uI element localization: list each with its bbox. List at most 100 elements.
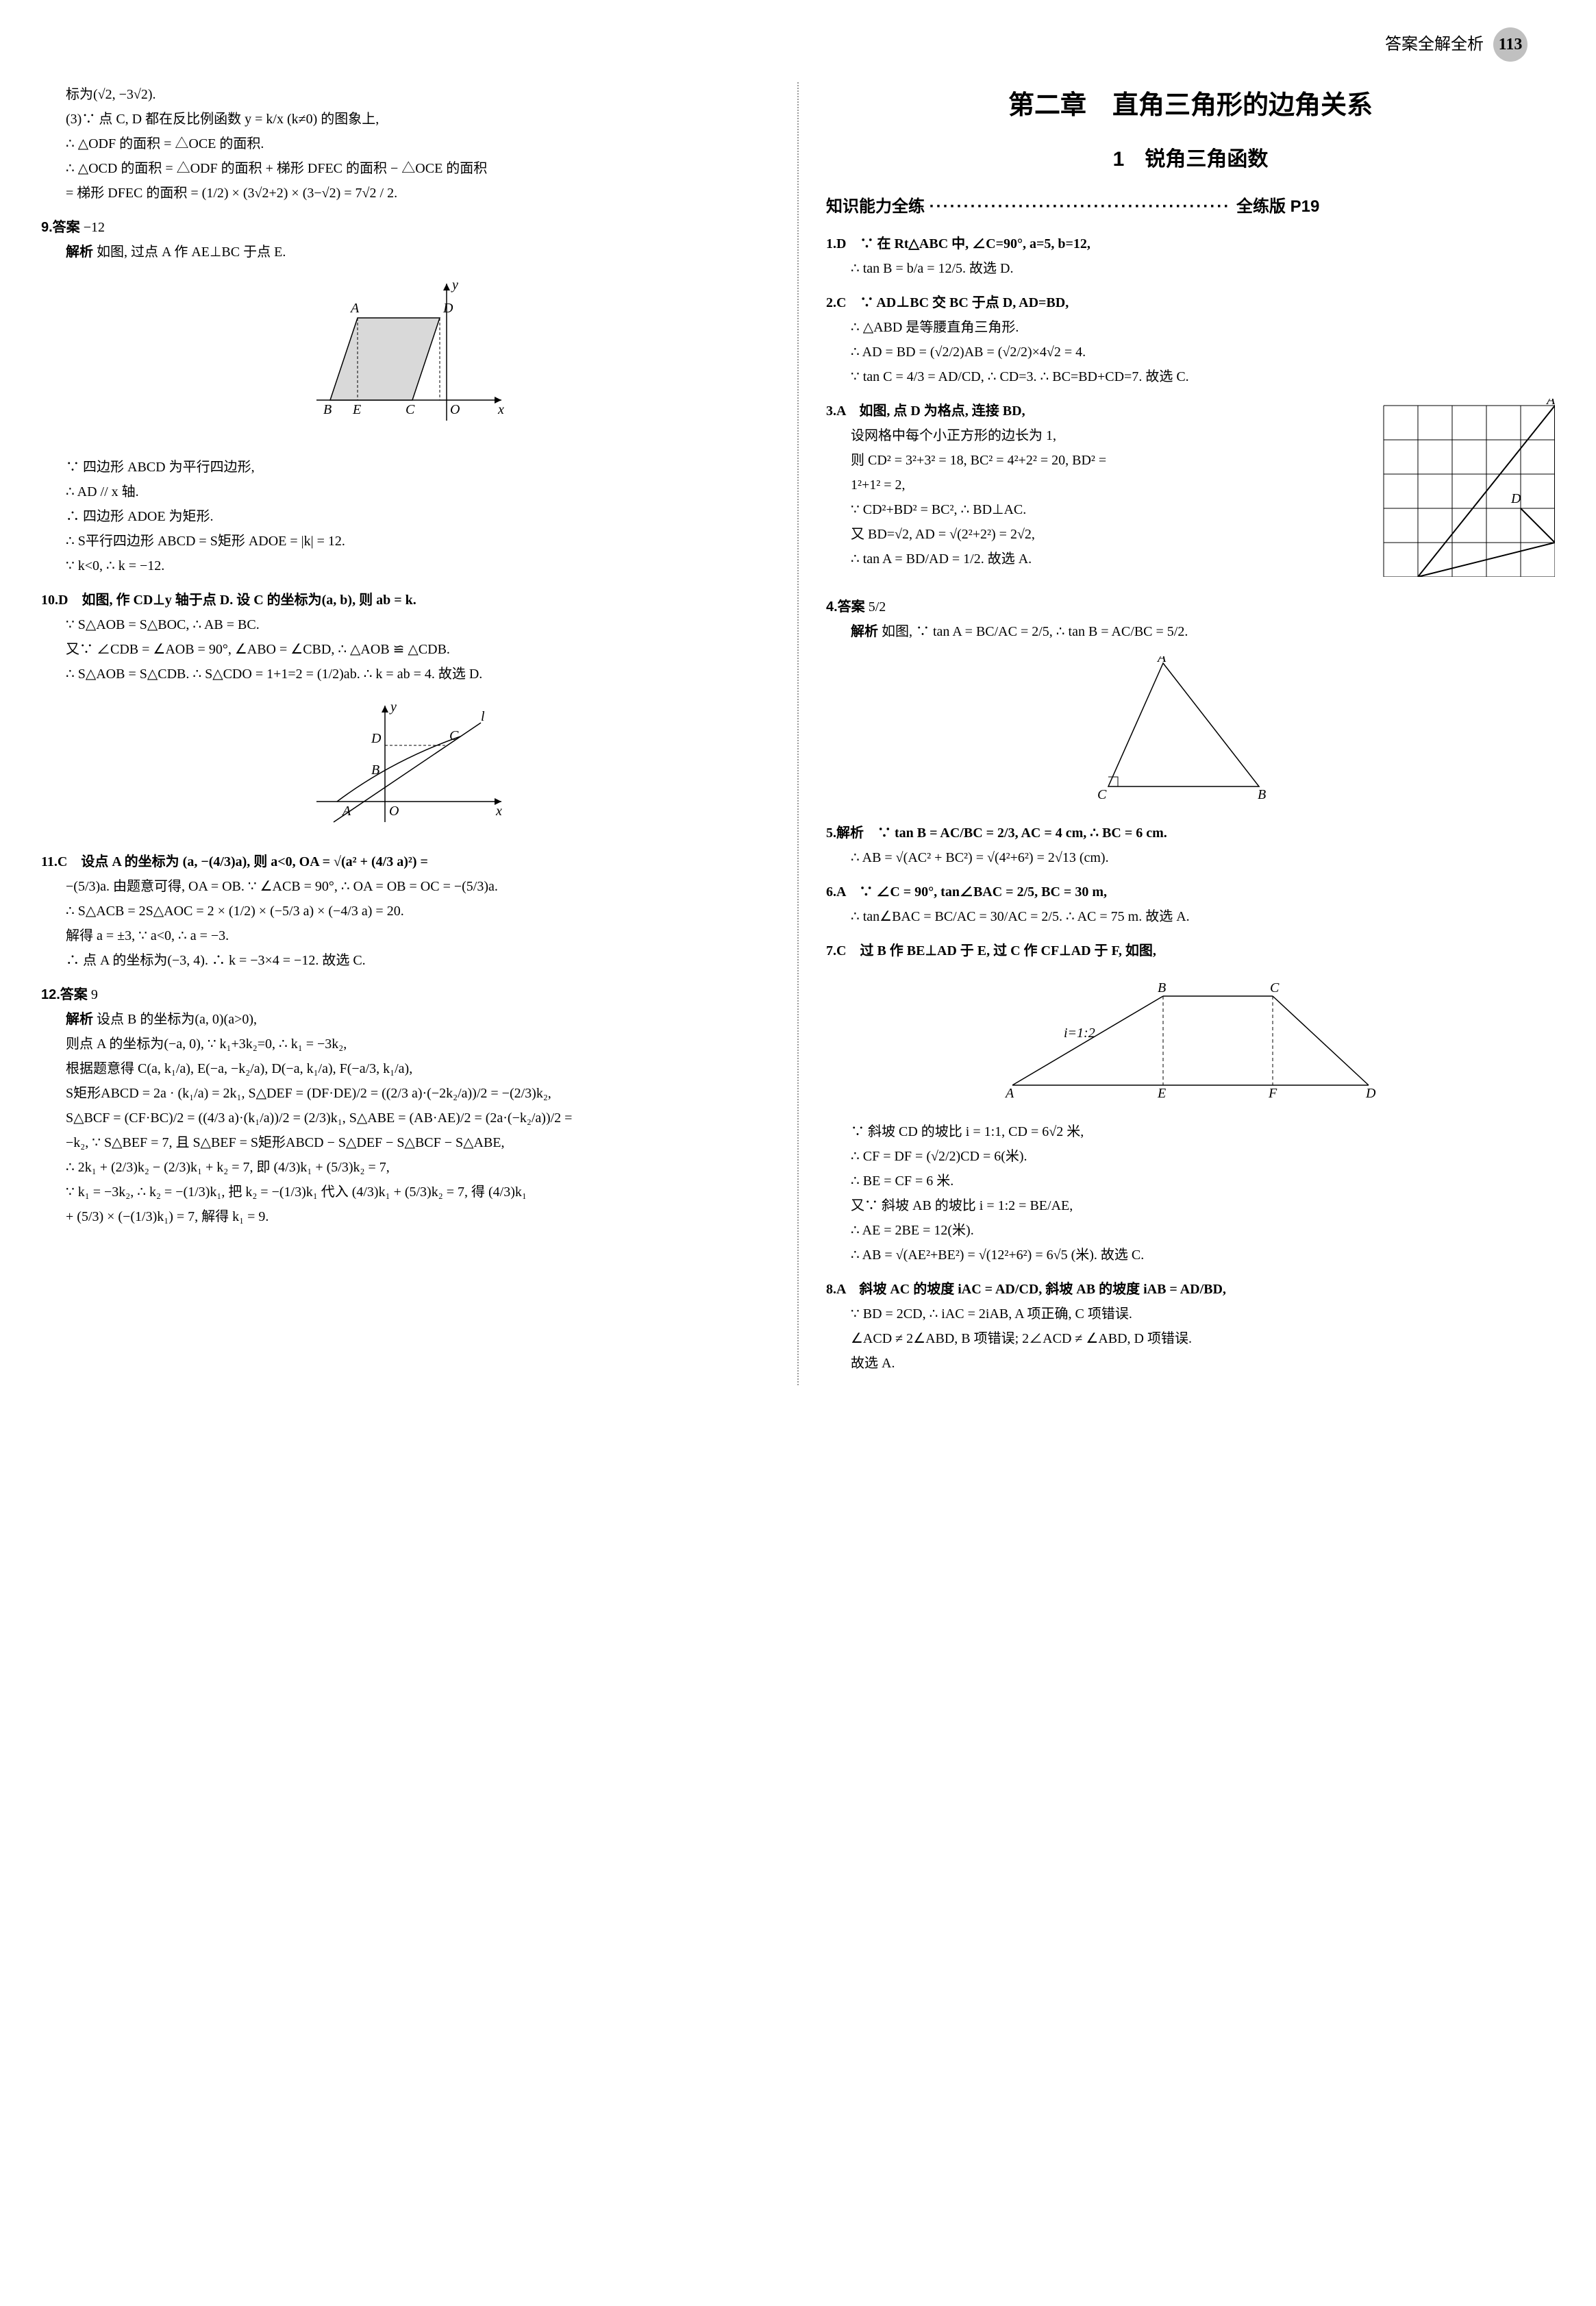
- svg-text:E: E: [1157, 1086, 1166, 1099]
- svg-text:C: C: [449, 728, 459, 743]
- svg-text:y: y: [451, 277, 458, 293]
- section-title: 1 锐角三角函数: [826, 141, 1555, 178]
- problem-head: 8.A 斜坡 AC 的坡度 iAC = AD/CD, 斜坡 AB 的坡度 iAB…: [826, 1282, 1226, 1297]
- problem-number: 4.答案: [826, 599, 865, 615]
- svg-text:D: D: [1510, 491, 1521, 506]
- text-line: ∠ACD ≠ 2∠ABD, B 项错误; 2∠ACD ≠ ∠ABD, D 项错误…: [851, 1326, 1555, 1351]
- text-line: ∴ S△AOB = S△CDB. ∴ S△CDO = 1+1=2 = (1/2)…: [66, 662, 770, 686]
- right-triangle-figure-svg: A C B: [1081, 656, 1300, 800]
- text-line: ∴ △OCD 的面积 = △ODF 的面积 + 梯形 DFEC 的面积 − △O…: [66, 156, 770, 181]
- svg-text:l: l: [481, 709, 485, 724]
- svg-text:O: O: [389, 804, 399, 819]
- analysis-label: 解析: [66, 245, 93, 260]
- problem-r7: 7.C 过 B 作 BE⊥AD 于 E, 过 C 作 CF⊥AD 于 F, 如图…: [826, 939, 1555, 1267]
- svg-text:D: D: [371, 731, 382, 746]
- problem-head: 11.C 设点 A 的坐标为 (a, −(4/3)a), 则 a<0, OA =…: [41, 854, 428, 869]
- header-title: 答案全解全析: [1385, 36, 1484, 53]
- svg-text:B: B: [323, 402, 332, 417]
- problem-head: 6.A ∵ ∠C = 90°, tan∠BAC = 2/5, BC = 30 m…: [826, 884, 1107, 900]
- dotline: ········································…: [930, 197, 1236, 216]
- text-line: ∴ △ABD 是等腰直角三角形.: [851, 315, 1555, 340]
- text-line: ∴ AD = BD = (√2/2)AB = (√2/2)×4√2 = 4.: [851, 340, 1555, 364]
- text-line: = 梯形 DFEC 的面积 = (1/2) × (3√2+2) × (3−√2)…: [66, 181, 770, 206]
- text-line: ∴ 点 A 的坐标为(−3, 4). ∴ k = −3×4 = −12. 故选 …: [66, 948, 770, 973]
- svg-text:C: C: [1270, 980, 1280, 995]
- text-line: ∵ 斜坡 CD 的坡比 i = 1:1, CD = 6√2 米,: [851, 1119, 1555, 1144]
- parallelogram-figure-svg: A D B E C O x y: [303, 277, 508, 434]
- text-line: ∵ 四边形 ABCD 为平行四边形,: [66, 455, 770, 480]
- continuation-text: 标为(√2, −3√2). (3)∵ 点 C, D 都在反比例函数 y = k/…: [41, 82, 770, 206]
- analysis-text: 如图, 过点 A 作 AE⊥BC 于点 E.: [97, 245, 286, 260]
- text-line: ∴ tan B = b/a = 12/5. 故选 D.: [826, 256, 1555, 281]
- svg-text:x: x: [497, 402, 504, 417]
- svg-text:C: C: [1097, 787, 1107, 800]
- figure-r4: A C B: [826, 656, 1555, 808]
- problem-r5: 5.解析 ∵ tan B = AC/BC = 2/3, AC = 4 cm, ∴…: [826, 821, 1555, 870]
- svg-text:E: E: [352, 402, 361, 417]
- text-line: 如图, ∵ tan A = BC/AC = 2/5, ∴ tan B = AC/…: [882, 624, 1188, 639]
- problem-12: 12.答案 9 解析 设点 B 的坐标为(a, 0)(a>0), 则点 A 的坐…: [41, 982, 770, 1229]
- problem-r1: 1.D ∵ 在 Rt△ABC 中, ∠C=90°, a=5, b=12, ∴ t…: [826, 232, 1555, 281]
- svg-text:A: A: [1156, 656, 1167, 665]
- text-line: ∵ S△AOB = S△BOC, ∴ AB = BC.: [66, 612, 770, 637]
- svg-text:A: A: [349, 301, 360, 316]
- problem-head: 2.C ∵ AD⊥BC 交 BC 于点 D, AD=BD,: [826, 295, 1069, 310]
- problem-11: 11.C 设点 A 的坐标为 (a, −(4/3)a), 则 a<0, OA =…: [41, 850, 770, 973]
- problem-head: 3.A 如图, 点 D 为格点, 连接 BD,: [826, 404, 1025, 419]
- figure-9: A D B E C O x y: [41, 277, 770, 443]
- text-line: + (5/3) × (−(1/3)k₁) = 7, 解得 k₁ = 9.: [66, 1204, 770, 1229]
- svg-text:i=1:2: i=1:2: [1064, 1026, 1095, 1041]
- text-line: 标为(√2, −3√2).: [66, 82, 770, 107]
- text-line: S△BCF = (CF·BC)/2 = ((4/3 a)·(k₁/a))/2 =…: [66, 1106, 770, 1130]
- svg-text:A: A: [1004, 1086, 1014, 1099]
- text-line: 又∵ 斜坡 AB 的坡比 i = 1:2 = BE/AE,: [851, 1193, 1555, 1218]
- svg-text:A: A: [341, 804, 351, 819]
- text-line: 又∵ ∠CDB = ∠AOB = 90°, ∠ABO = ∠CBD, ∴ △AO…: [66, 637, 770, 662]
- text-line: ∴ S平行四边形 ABCD = S矩形 ADOE = |k| = 12.: [66, 529, 770, 554]
- problem-r3: A B C D 3.A 如图, 点 D 为格点, 连接 BD, 设网格中每个小正…: [826, 399, 1555, 585]
- problem-r6: 6.A ∵ ∠C = 90°, tan∠BAC = 2/5, BC = 30 m…: [826, 880, 1555, 929]
- problem-r2: 2.C ∵ AD⊥BC 交 BC 于点 D, AD=BD, ∴ △ABD 是等腰…: [826, 290, 1555, 389]
- text-line: ∴ 四边形 ADOE 为矩形.: [66, 504, 770, 529]
- problem-head: 7.C 过 B 作 BE⊥AD 于 E, 过 C 作 CF⊥AD 于 F, 如图…: [826, 943, 1156, 958]
- svg-text:D: D: [1365, 1086, 1376, 1099]
- text-line: ∵ BD = 2CD, ∴ iAC = 2iAB, A 项正确, C 项错误.: [851, 1302, 1555, 1326]
- text-line: ∴ BE = CF = 6 米.: [851, 1169, 1555, 1193]
- chapter-title: 第二章 直角三角形的边角关系: [826, 82, 1555, 129]
- svg-text:B: B: [1158, 980, 1166, 995]
- text-line: (3)∵ 点 C, D 都在反比例函数 y = k/x (k≠0) 的图象上,: [66, 107, 770, 132]
- grid-triangle-figure-svg: A B C D: [1377, 399, 1555, 577]
- text-line: −(5/3)a. 由题意可得, OA = OB. ∵ ∠ACB = 90°, ∴…: [66, 874, 770, 899]
- problem-r8: 8.A 斜坡 AC 的坡度 iAC = AD/CD, 斜坡 AB 的坡度 iAB…: [826, 1277, 1555, 1376]
- svg-text:D: D: [442, 301, 453, 316]
- line-intersect-figure-svg: l C D B A O x y: [303, 699, 508, 829]
- problem-10: 10.D 如图, 作 CD⊥y 轴于点 D. 设 C 的坐标为(a, b), 则…: [41, 588, 770, 837]
- practice-header: 知识能力全练 ·································…: [826, 192, 1555, 221]
- text-line: ∴ AE = 2BE = 12(米).: [851, 1218, 1555, 1243]
- text-line: 故选 A.: [851, 1351, 1555, 1376]
- analysis-label: 解析: [851, 624, 878, 639]
- text-line: ∴ CF = DF = (√2/2)CD = 6(米).: [851, 1144, 1555, 1169]
- text-line: 根据题意得 C(a, k₁/a), E(−a, −k₂/a), D(−a, k₁…: [66, 1056, 770, 1081]
- two-column-layout: 标为(√2, −3√2). (3)∵ 点 C, D 都在反比例函数 y = k/…: [41, 82, 1555, 1385]
- text-line: ∵ k₁ = −3k₂, ∴ k₂ = −(1/3)k₁, 把 k₂ = −(1…: [66, 1180, 770, 1204]
- right-column: 第二章 直角三角形的边角关系 1 锐角三角函数 知识能力全练 ·········…: [826, 82, 1555, 1385]
- problem-head: 5.解析 ∵ tan B = AC/BC = 2/3, AC = 4 cm, ∴…: [826, 826, 1167, 841]
- text-line: ∴ S△ACB = 2S△AOC = 2 × (1/2) × (−5/3 a) …: [66, 899, 770, 923]
- text-line: −k₂, ∵ S△BEF = 7, 且 S△BEF = S矩形ABCD − S△…: [66, 1130, 770, 1155]
- analysis-label: 解析: [66, 1012, 93, 1027]
- svg-text:B: B: [371, 763, 379, 778]
- text-line: ∴ △ODF 的面积 = △OCE 的面积.: [66, 132, 770, 156]
- svg-text:F: F: [1268, 1086, 1277, 1099]
- text-line: S矩形ABCD = 2a · (k₁/a) = 2k₁, S△DEF = (DF…: [66, 1081, 770, 1106]
- practice-label: 知识能力全练: [826, 197, 925, 216]
- left-column: 标为(√2, −3√2). (3)∵ 点 C, D 都在反比例函数 y = k/…: [41, 82, 770, 1385]
- svg-text:O: O: [450, 402, 460, 417]
- problem-r4: 4.答案 5/2 解析 如图, ∵ tan A = BC/AC = 2/5, ∴…: [826, 595, 1555, 808]
- text-line: 设点 B 的坐标为(a, 0)(a>0),: [97, 1012, 257, 1027]
- problem-number: 9.答案: [41, 220, 80, 235]
- page-header: 答案全解全析 113: [41, 27, 1555, 62]
- text-line: 解得 a = ±3, ∵ a<0, ∴ a = −3.: [66, 923, 770, 948]
- problem-9: 9.答案 −12 解析 如图, 过点 A 作 AE⊥BC 于点 E. A D B: [41, 215, 770, 578]
- page-number-badge: 113: [1493, 27, 1528, 62]
